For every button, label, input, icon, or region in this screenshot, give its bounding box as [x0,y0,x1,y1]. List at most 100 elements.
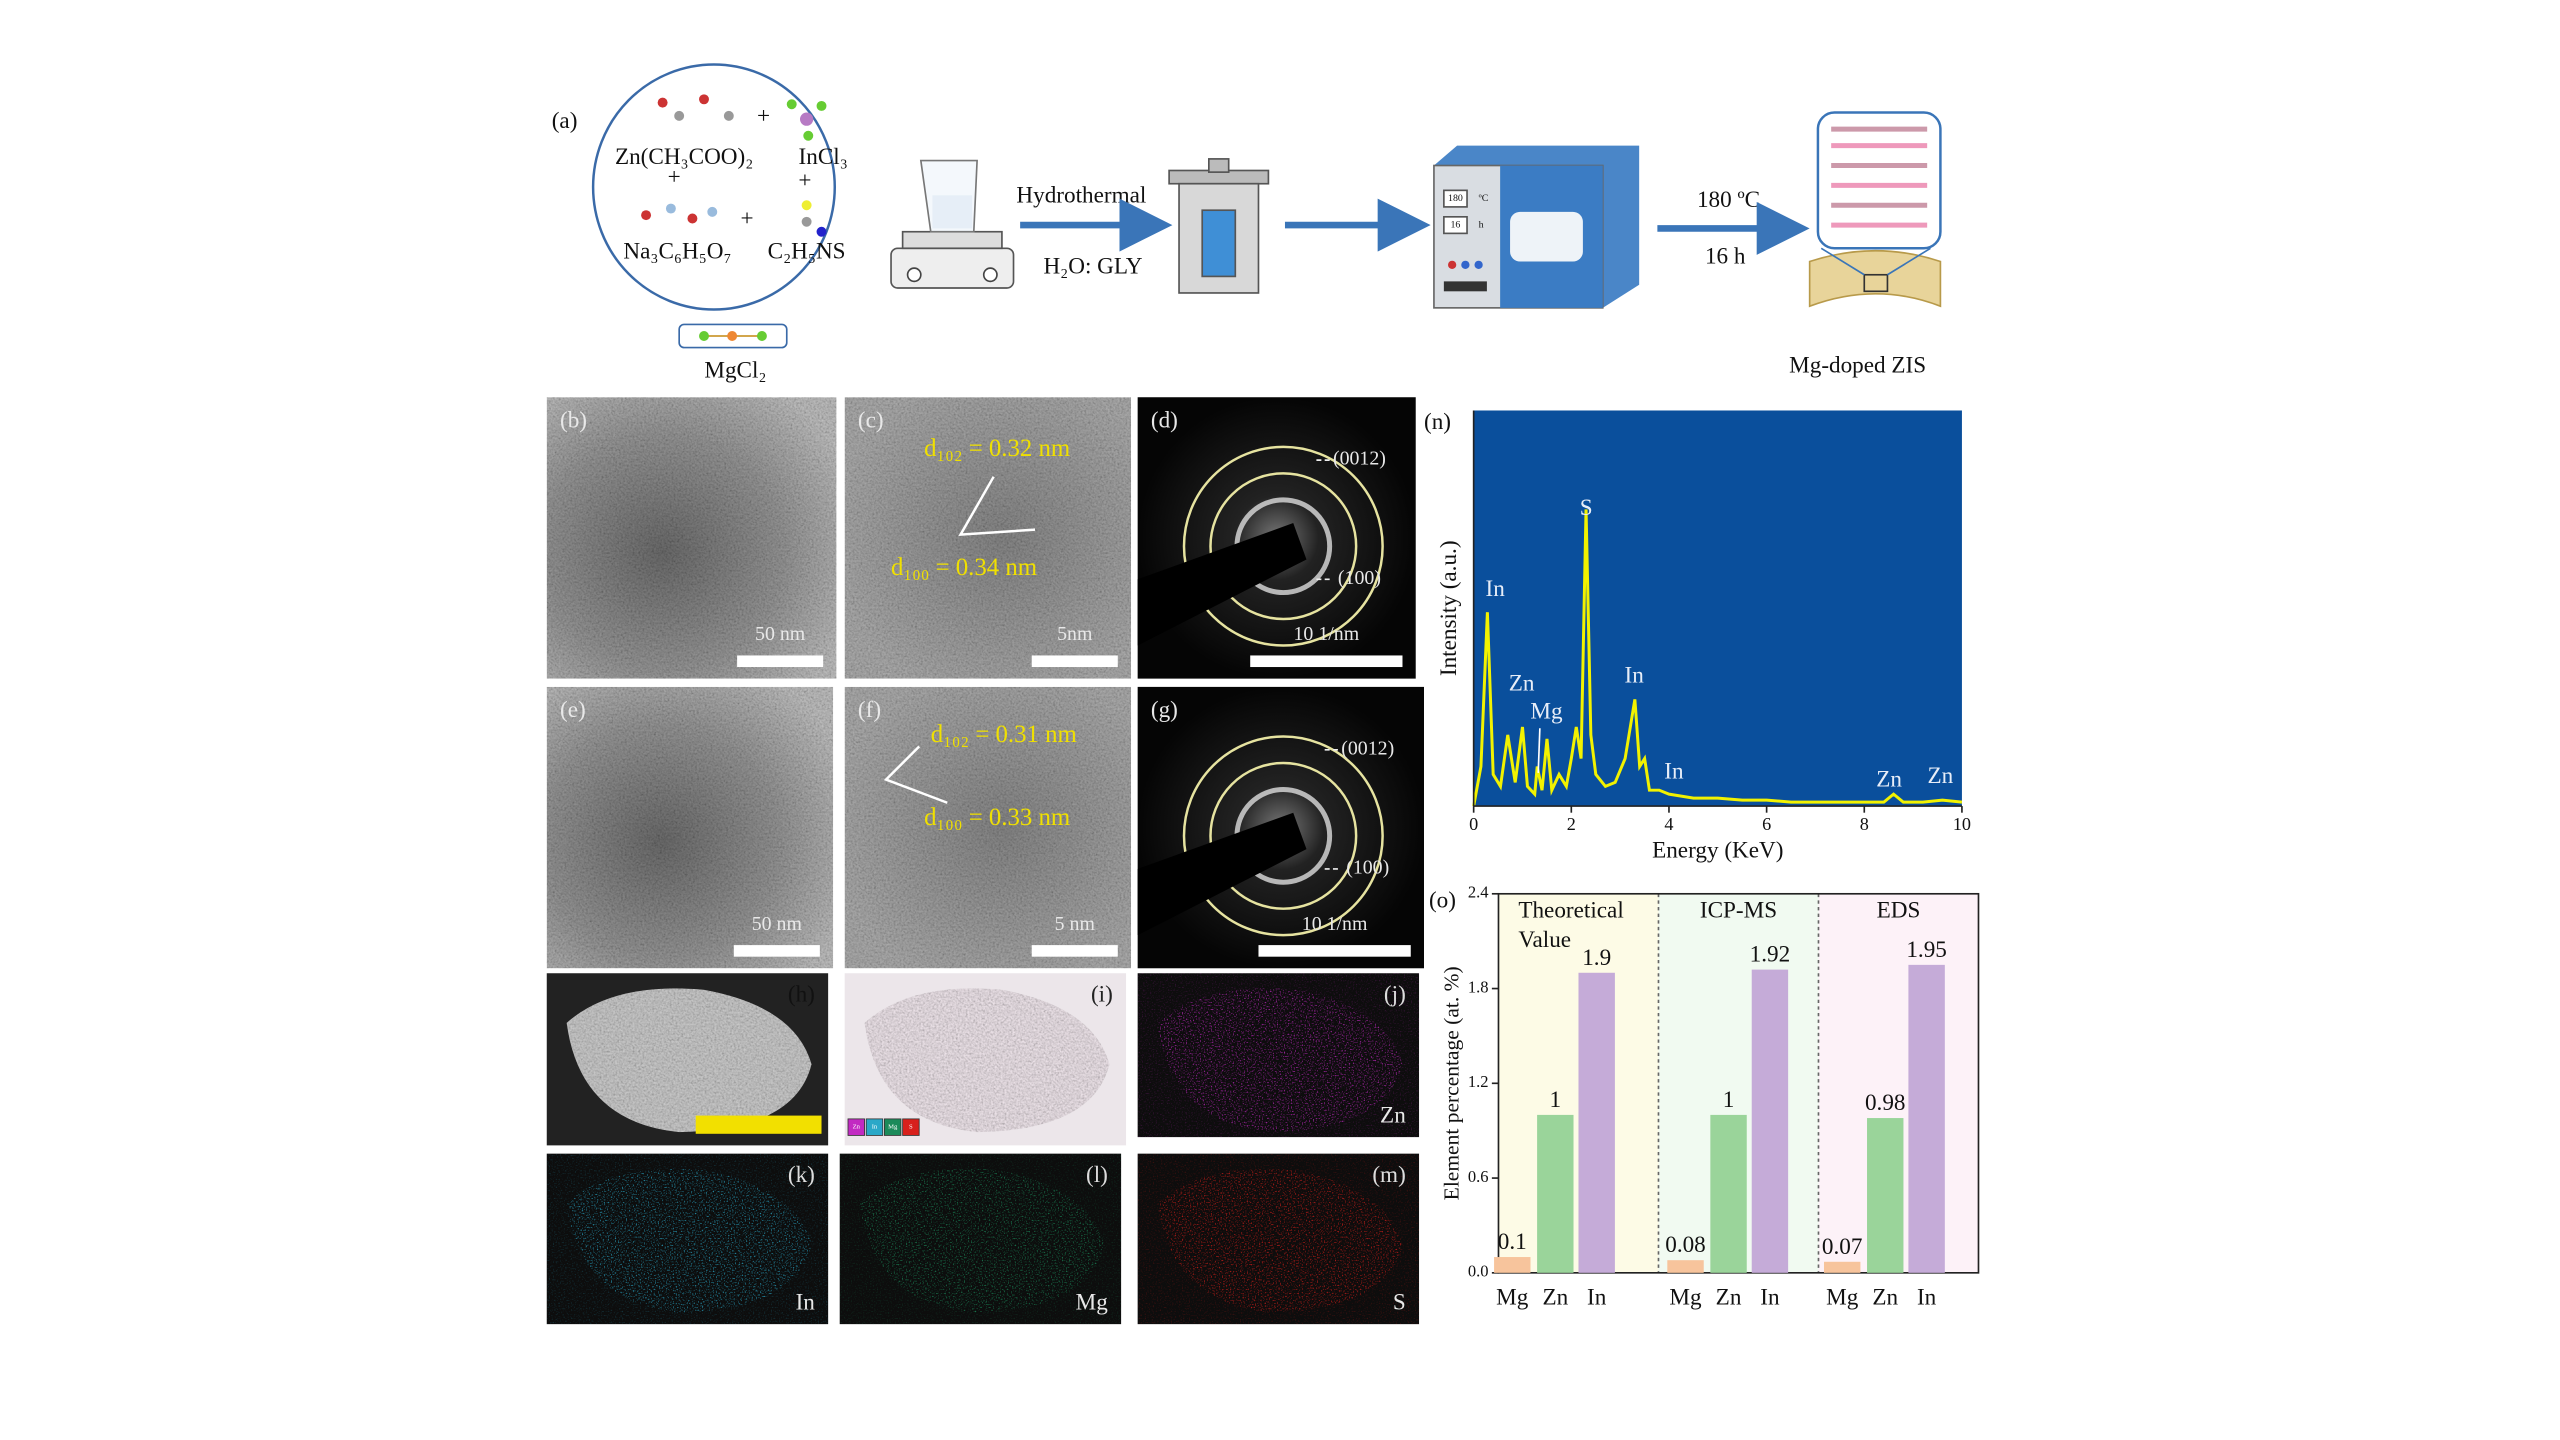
value-label: 0.1 [1498,1229,1527,1255]
particle [864,988,1110,1133]
panel-label: (j) [1384,982,1406,1008]
peak-label: In [1625,662,1645,688]
panel-label: (n) [1424,409,1451,435]
diffraction-ring [1209,472,1358,621]
tem-image [844,397,1132,679]
panel-label: (h) [788,982,815,1008]
ring-label: (0012) [1341,737,1394,759]
scheme: (a) Zn(CH₃COO)₂ + InCl₃ + + + Na₃C₆H₅O₇ … [552,63,1942,384]
element-label: Mg [1076,1290,1109,1316]
panel-label: (a) [552,108,578,134]
x-axis-title: Energy (KeV) [1652,838,1783,864]
peak-label: In [1486,576,1506,602]
bar [1823,1261,1861,1273]
product-icon [1808,111,1942,308]
reactant: Na₃C₆H₅O₇ [623,239,731,265]
plus: + [741,205,754,231]
peak-label: Mg [1530,699,1563,725]
oven-display: ºC [1479,193,1489,204]
value-label: 1.9 [1582,945,1611,971]
panel-label: (d) [1151,407,1178,433]
group-label: EDS [1877,897,1921,923]
oven-display: 180 [1448,193,1463,204]
group-label: Theoretical [1518,897,1623,923]
panel-label: (f) [858,697,881,723]
step-label: H₂O: GLY [1043,253,1142,279]
x-tick-label: Mg [1826,1285,1859,1311]
value-label: 1.92 [1750,942,1791,968]
product-label: Mg-doped ZIS [1789,353,1926,379]
scale-label: 5nm [1057,623,1093,645]
element-signal [566,1168,812,1313]
x-tick-label: 10 [1953,814,1971,834]
value-label: 0.08 [1665,1232,1706,1258]
group-label: ICP-MS [1700,897,1777,923]
bar [1537,1114,1574,1273]
dopant-icon [699,331,767,341]
stirrer-icon [890,159,1015,289]
bar [1578,972,1615,1273]
x-tick-label: In [1587,1285,1607,1311]
y-axis-title: Element percentage (at. %) [1440,966,1464,1200]
x-tick-label: Zn [1872,1285,1898,1311]
autoclave-icon [1168,158,1270,294]
oven-icon [1433,145,1640,309]
dopant-box [678,323,788,349]
ring-label: (100) [1338,567,1381,589]
x-tick-label: Zn [1542,1285,1568,1311]
tem-image [546,397,837,679]
legend-text: In [872,1124,878,1131]
legend-text: Mg [888,1124,898,1131]
x-tick-label: 6 [1762,814,1771,834]
dopant: MgCl₂ [704,358,766,384]
legend-chip [884,1118,902,1136]
ring-label: (0012) [1333,448,1386,470]
reactant: InCl₃ [799,144,848,170]
peak-label: Zn [1509,671,1535,697]
oven-display: 16 [1450,219,1460,230]
panel-label: (c) [858,407,884,433]
scale-bar [1031,655,1118,668]
lattice-angle [958,476,1036,537]
x-tick-label: Mg [1496,1285,1529,1311]
panel-label: (o) [1429,887,1456,913]
beam-stop [1137,523,1307,646]
scale-label: 5 nm [1055,913,1096,935]
y-tick-label: 2.4 [1468,883,1489,902]
diffraction-ring [1182,445,1384,647]
x-tick-label: Zn [1716,1285,1742,1311]
value-label: 1 [1550,1087,1562,1113]
panel-label: (l) [1086,1162,1108,1188]
plot-background [1473,410,1962,807]
x-tick-label: In [1917,1285,1937,1311]
legend-text: Zn [853,1124,861,1131]
diffraction-ring [1182,735,1384,937]
peak-label: Zn [1876,767,1902,793]
peak-label: S [1580,495,1593,521]
reactant: Zn(CH₃COO)₂ [615,144,753,170]
legend-text: S [909,1124,913,1131]
y-tick-label: 1.2 [1468,1072,1489,1091]
y-tick-label: 1.8 [1468,977,1489,996]
group-label: Value [1518,927,1571,953]
d-spacing: d₁₀₀ = 0.33 nm [924,804,1070,831]
element-label: Zn [1380,1103,1406,1129]
step-label: 180 ºC [1697,187,1760,213]
scale-label: 10 1/nm [1302,913,1368,935]
panel-label: (b) [560,407,587,433]
particle [566,988,812,1133]
value-label: 0.07 [1822,1234,1863,1260]
molecule-icons [641,94,827,237]
peak-label: In [1664,758,1684,784]
legend-chip [847,1118,865,1136]
y-tick-label: 0.6 [1468,1167,1489,1186]
x-tick-label: In [1760,1285,1780,1311]
ring-label: (100) [1346,857,1389,879]
reactant: C₂H₅NS [768,239,846,265]
scale-bar [733,945,820,957]
element-label: In [796,1290,816,1316]
y-axis-title: Intensity (a.u.) [1436,540,1462,676]
diffraction-ring [1209,761,1358,910]
legend-chip [865,1118,884,1136]
oven-display: h [1479,219,1484,230]
